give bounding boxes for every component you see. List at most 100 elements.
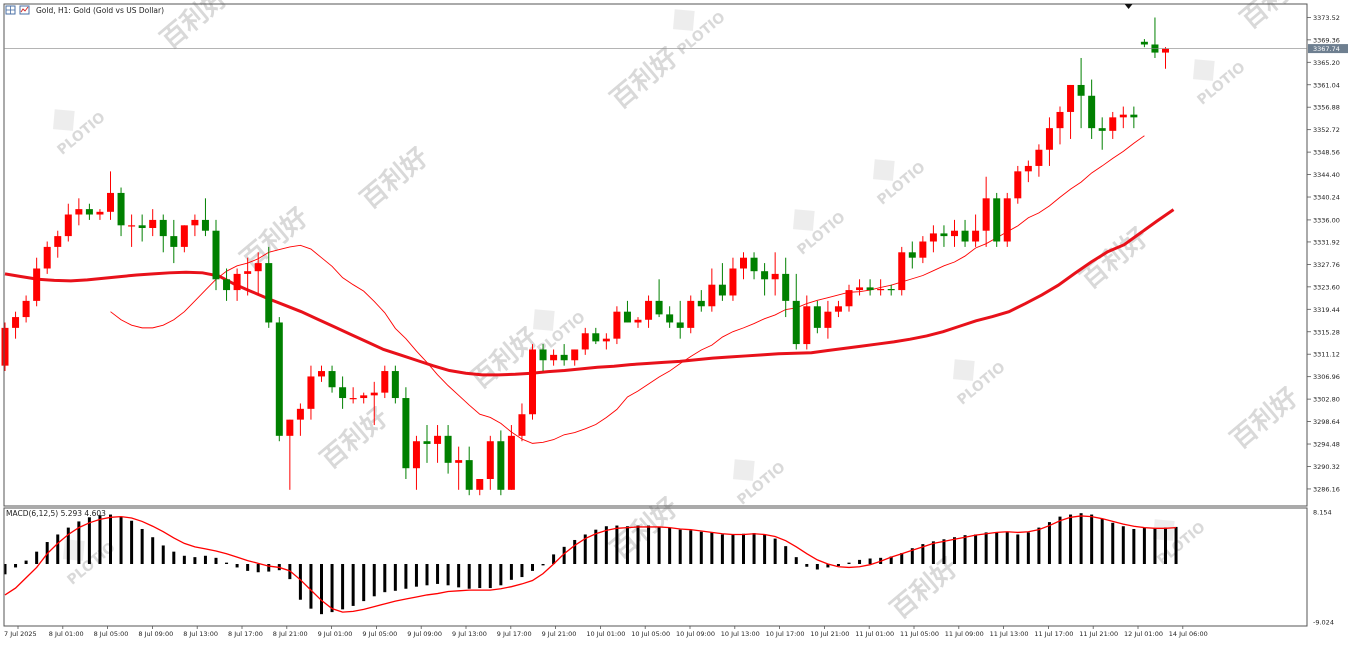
candle bbox=[128, 214, 136, 247]
candle bbox=[729, 257, 737, 301]
candle-body bbox=[339, 387, 347, 399]
candle bbox=[529, 344, 536, 420]
watermark: PLOTIO bbox=[793, 209, 849, 258]
candle-body bbox=[834, 306, 842, 312]
time-tick-label: 8 Jul 01:00 bbox=[49, 630, 84, 638]
candle bbox=[1067, 84, 1075, 139]
candle-body bbox=[676, 322, 684, 328]
candle-body bbox=[898, 252, 906, 291]
candle-body bbox=[1162, 48, 1169, 53]
time-tick-label: 8 Jul 21:00 bbox=[273, 630, 308, 638]
watermark-logo-icon bbox=[63, 539, 85, 561]
candle bbox=[666, 306, 674, 328]
price-tick-label: 3331.92 bbox=[1313, 238, 1340, 246]
watermark: 百利好 bbox=[605, 42, 684, 115]
candle-body bbox=[813, 306, 821, 328]
time-tick-label: 9 Jul 21:00 bbox=[542, 630, 577, 638]
candle bbox=[834, 300, 842, 318]
chart-icon[interactable] bbox=[19, 5, 30, 15]
watermark-text: 百利好 bbox=[315, 402, 394, 475]
candle-body bbox=[223, 279, 231, 291]
watermark: 百利好 bbox=[155, 0, 234, 55]
time-tick-label: 9 Jul 01:00 bbox=[318, 630, 353, 638]
chart-title: Gold, H1: Gold (Gold vs US Dollar) bbox=[36, 6, 164, 15]
candle-body bbox=[824, 311, 832, 328]
grid-icon[interactable] bbox=[5, 5, 16, 15]
price-tick-label: 3348.56 bbox=[1313, 149, 1340, 157]
candle-body bbox=[1024, 165, 1032, 172]
candle bbox=[1077, 57, 1085, 129]
candle-body bbox=[1140, 41, 1148, 45]
watermark-logo-icon bbox=[733, 459, 755, 481]
candle bbox=[96, 209, 104, 220]
candle-body bbox=[54, 236, 62, 247]
candle bbox=[750, 252, 758, 280]
high-marker-icon bbox=[1124, 4, 1133, 9]
candle bbox=[412, 435, 420, 490]
price-tick-label: 3352.72 bbox=[1313, 126, 1340, 134]
candle-body bbox=[919, 241, 927, 258]
watermark: 百利好 bbox=[355, 142, 434, 215]
candle-body bbox=[402, 398, 410, 469]
candle-body bbox=[254, 263, 262, 272]
candle-body bbox=[107, 192, 114, 212]
candle bbox=[328, 365, 336, 393]
candle-body bbox=[328, 371, 336, 388]
price-tick-label: 3302.80 bbox=[1313, 396, 1340, 404]
time-tick-label: 11 Jul 01:00 bbox=[855, 630, 894, 638]
candle bbox=[33, 257, 41, 307]
candle bbox=[740, 252, 747, 280]
macd-label: MACD(6,12,5) 5.293 4.603 bbox=[6, 509, 106, 518]
price-tick-label: 3311.12 bbox=[1313, 351, 1340, 359]
price-tick-label: 3323.60 bbox=[1313, 283, 1340, 291]
time-tick-label: 7 Jul 2025 bbox=[4, 630, 37, 638]
time-tick-label: 10 Jul 21:00 bbox=[810, 630, 849, 638]
candle bbox=[676, 300, 684, 339]
watermark-logo-icon bbox=[793, 209, 815, 231]
candle-body bbox=[761, 271, 769, 280]
time-tick-label: 9 Jul 13:00 bbox=[452, 630, 487, 638]
price-tick-label: 3361.04 bbox=[1313, 81, 1340, 89]
candle-body bbox=[191, 219, 199, 226]
candle bbox=[381, 365, 389, 399]
candle-body bbox=[75, 209, 83, 215]
candle-body bbox=[22, 300, 30, 318]
candle bbox=[318, 365, 325, 382]
candle bbox=[201, 198, 209, 237]
watermark: 百利好 bbox=[235, 202, 314, 275]
price-tick-label: 3290.32 bbox=[1313, 463, 1340, 471]
candle bbox=[286, 419, 294, 490]
candle bbox=[929, 225, 937, 253]
candle-body bbox=[550, 354, 558, 361]
candle bbox=[1088, 79, 1096, 139]
candle bbox=[1151, 17, 1159, 58]
candle bbox=[602, 333, 610, 350]
candle-body bbox=[845, 290, 853, 307]
time-tick-label: 12 Jul 01:00 bbox=[1124, 630, 1163, 638]
candle-body bbox=[740, 257, 747, 269]
candle bbox=[180, 225, 188, 253]
watermark-logo-icon bbox=[673, 9, 695, 31]
candle-body bbox=[33, 268, 41, 301]
candle-body bbox=[507, 435, 515, 490]
candle bbox=[518, 403, 526, 442]
candle bbox=[560, 344, 568, 366]
time-tick-label: 9 Jul 09:00 bbox=[407, 630, 442, 638]
candle bbox=[940, 225, 948, 247]
candle-body bbox=[581, 333, 589, 350]
watermark-text: 百利好 bbox=[235, 202, 314, 275]
candle-body bbox=[1056, 111, 1064, 129]
candle bbox=[877, 279, 885, 296]
candle-body bbox=[370, 392, 378, 396]
candle bbox=[1162, 47, 1169, 69]
watermark: 百利好 bbox=[315, 402, 394, 475]
time-tick-label: 11 Jul 09:00 bbox=[945, 630, 984, 638]
candle bbox=[687, 295, 695, 334]
macd-signal-line bbox=[4, 515, 1177, 613]
candle-body bbox=[434, 435, 442, 444]
candle bbox=[170, 219, 178, 264]
candle bbox=[1045, 117, 1053, 166]
price-tick-label: 3369.36 bbox=[1313, 36, 1340, 44]
